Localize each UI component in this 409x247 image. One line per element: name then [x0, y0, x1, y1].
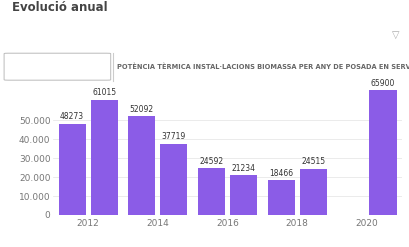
Text: 18466: 18466 [269, 169, 292, 178]
Text: 61015: 61015 [92, 88, 116, 97]
Bar [58, 124, 85, 215]
Bar [90, 100, 117, 215]
Text: 24515: 24515 [301, 157, 324, 166]
Bar [160, 144, 187, 215]
Text: ▽: ▽ [391, 30, 399, 40]
Bar [128, 117, 155, 215]
Text: Evolució anual: Evolució anual [12, 1, 108, 14]
Bar [267, 180, 294, 215]
Text: 65900: 65900 [370, 79, 394, 88]
Text: 21234: 21234 [231, 164, 255, 172]
FancyBboxPatch shape [4, 53, 110, 80]
Text: <  Volver al informe: < Volver al informe [21, 64, 93, 70]
Text: 52092: 52092 [130, 105, 153, 114]
Text: 37719: 37719 [161, 132, 186, 141]
Bar [299, 169, 326, 215]
Text: 24592: 24592 [199, 157, 223, 166]
Bar [198, 168, 225, 215]
Bar [369, 90, 396, 215]
Text: POTÈNCIA TÈRMICA INSTAL·LACIONS BIOMASSA PER ANY DE POSADA EN SERVEI (KW): POTÈNCIA TÈRMICA INSTAL·LACIONS BIOMASSA… [117, 63, 409, 70]
Text: 48273: 48273 [60, 112, 84, 122]
Bar [229, 175, 256, 215]
